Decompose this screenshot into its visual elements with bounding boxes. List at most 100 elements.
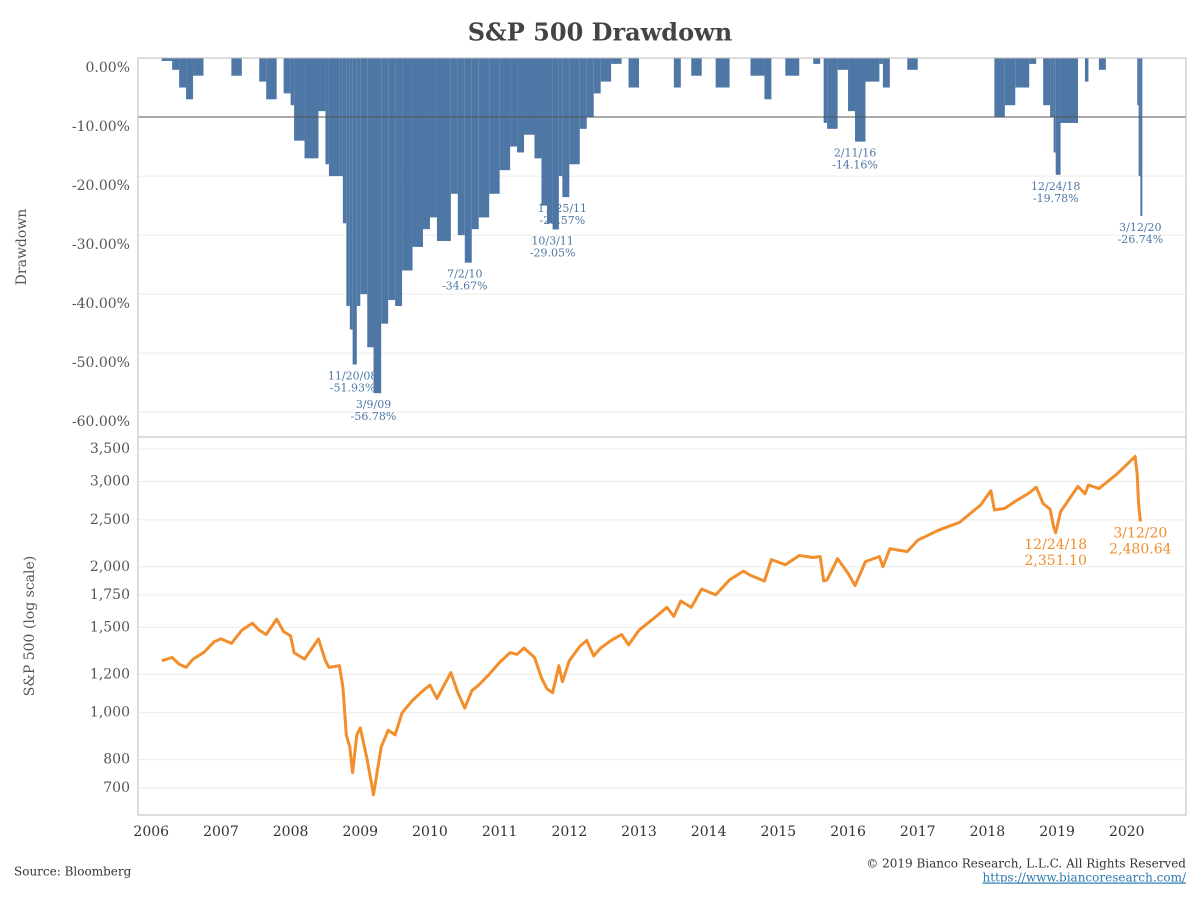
bar <box>764 58 772 100</box>
bar <box>837 58 849 70</box>
bar <box>161 58 173 61</box>
bar <box>356 58 361 306</box>
bar <box>541 58 548 206</box>
line <box>161 454 1142 797</box>
annotation-date: 11/25/11 <box>538 202 587 215</box>
annotation-value: -14.16% <box>832 159 878 172</box>
x-tick-label: 2010 <box>412 824 448 840</box>
annotation-date: 10/3/11 <box>531 234 573 247</box>
bar <box>1084 58 1089 82</box>
bar <box>294 58 305 141</box>
annotation-date: 11/20/08 <box>328 370 377 383</box>
bar <box>1043 58 1051 106</box>
bar <box>586 58 594 118</box>
y-tick-label: 2,000 <box>90 559 130 575</box>
annotation-value: 2,351.10 <box>1025 553 1087 569</box>
y-tick-label: -30.00% <box>72 237 130 253</box>
bar <box>1050 58 1054 118</box>
bar <box>489 58 500 194</box>
bar <box>402 58 413 271</box>
y-tick-label: 3,500 <box>90 441 130 457</box>
bar <box>325 58 329 165</box>
x-tick-label: 2017 <box>900 824 936 840</box>
bar <box>1137 58 1139 106</box>
annotation-value: -23.57% <box>540 214 586 227</box>
bar <box>1053 58 1056 153</box>
annotation-value: 2,480.64 <box>1109 541 1171 557</box>
annotation-date: 3/12/20 <box>1113 525 1167 541</box>
bar <box>1004 58 1016 106</box>
x-tick-label: 2009 <box>342 824 378 840</box>
bar <box>750 58 765 76</box>
y-axis-title: S&P 500 (log scale) <box>22 556 38 696</box>
x-tick-label: 2016 <box>830 824 866 840</box>
annotation-date: 12/24/18 <box>1024 537 1087 553</box>
y-tick-label: -20.00% <box>72 178 130 194</box>
bar <box>510 58 518 147</box>
x-tick-label: 2018 <box>970 824 1006 840</box>
bar <box>524 58 535 135</box>
bar <box>478 58 490 218</box>
annotation-value: -56.78% <box>351 410 397 423</box>
bar <box>457 58 465 236</box>
y-tick-label: -40.00% <box>72 296 130 312</box>
y-tick-label: -50.00% <box>72 355 130 371</box>
bar <box>436 58 451 242</box>
y-tick-label: 1,000 <box>90 705 130 721</box>
bar <box>318 58 326 112</box>
source: Source: Bloomberg <box>14 865 132 879</box>
bar <box>827 58 838 129</box>
bar <box>349 58 353 330</box>
bar <box>388 58 396 301</box>
annotation-value: -26.74% <box>1118 233 1164 246</box>
annotation-value: -19.78% <box>1033 192 1079 205</box>
y-tick-label: 3,000 <box>90 473 130 489</box>
bar <box>395 58 403 306</box>
bar <box>673 58 681 88</box>
y-tick-label: 1,750 <box>90 587 130 603</box>
bar <box>346 58 350 306</box>
bar <box>855 58 866 142</box>
bar <box>186 58 194 100</box>
bar <box>813 58 821 64</box>
y-tick-label: 800 <box>103 752 130 768</box>
y-tick-label: 2,500 <box>90 512 130 528</box>
plot-frame <box>137 436 1187 816</box>
x-tick-label: 2020 <box>1109 824 1145 840</box>
chart-title: S&P 500 Drawdown <box>468 18 732 47</box>
bar <box>266 58 277 100</box>
y-tick-label: -60.00% <box>72 414 130 430</box>
bar <box>450 58 458 194</box>
bar <box>517 58 525 153</box>
url[interactable]: https://www.biancoresearch.com/ <box>982 871 1186 885</box>
bar <box>534 58 542 159</box>
annotation-value: -51.93% <box>330 382 376 395</box>
bar <box>994 58 1005 118</box>
bar <box>628 58 640 88</box>
bar <box>593 58 601 94</box>
bar <box>562 58 570 198</box>
y-tick-label: 1,500 <box>90 619 130 635</box>
bar <box>1029 58 1037 64</box>
bar <box>611 58 622 64</box>
x-tick-label: 2008 <box>273 824 309 840</box>
annotation-date: 3/9/09 <box>356 398 391 411</box>
bar <box>360 58 368 295</box>
bar <box>304 58 319 159</box>
copyright: © 2019 Bianco Research, L.L.C. All Right… <box>866 857 1186 871</box>
bar <box>547 58 553 224</box>
x-tick-label: 2014 <box>691 824 727 840</box>
annotation-value: -29.05% <box>530 246 576 259</box>
bar <box>715 58 730 88</box>
x-tick-label: 2015 <box>761 824 797 840</box>
bar <box>231 58 242 76</box>
y-tick-label: 1,200 <box>90 666 130 682</box>
bar <box>367 58 374 348</box>
bar <box>600 58 612 82</box>
bar <box>412 58 423 247</box>
bar <box>785 58 800 76</box>
bar <box>342 58 347 224</box>
x-tick-label: 2011 <box>482 824 518 840</box>
bar <box>552 58 559 230</box>
bar <box>579 58 587 129</box>
